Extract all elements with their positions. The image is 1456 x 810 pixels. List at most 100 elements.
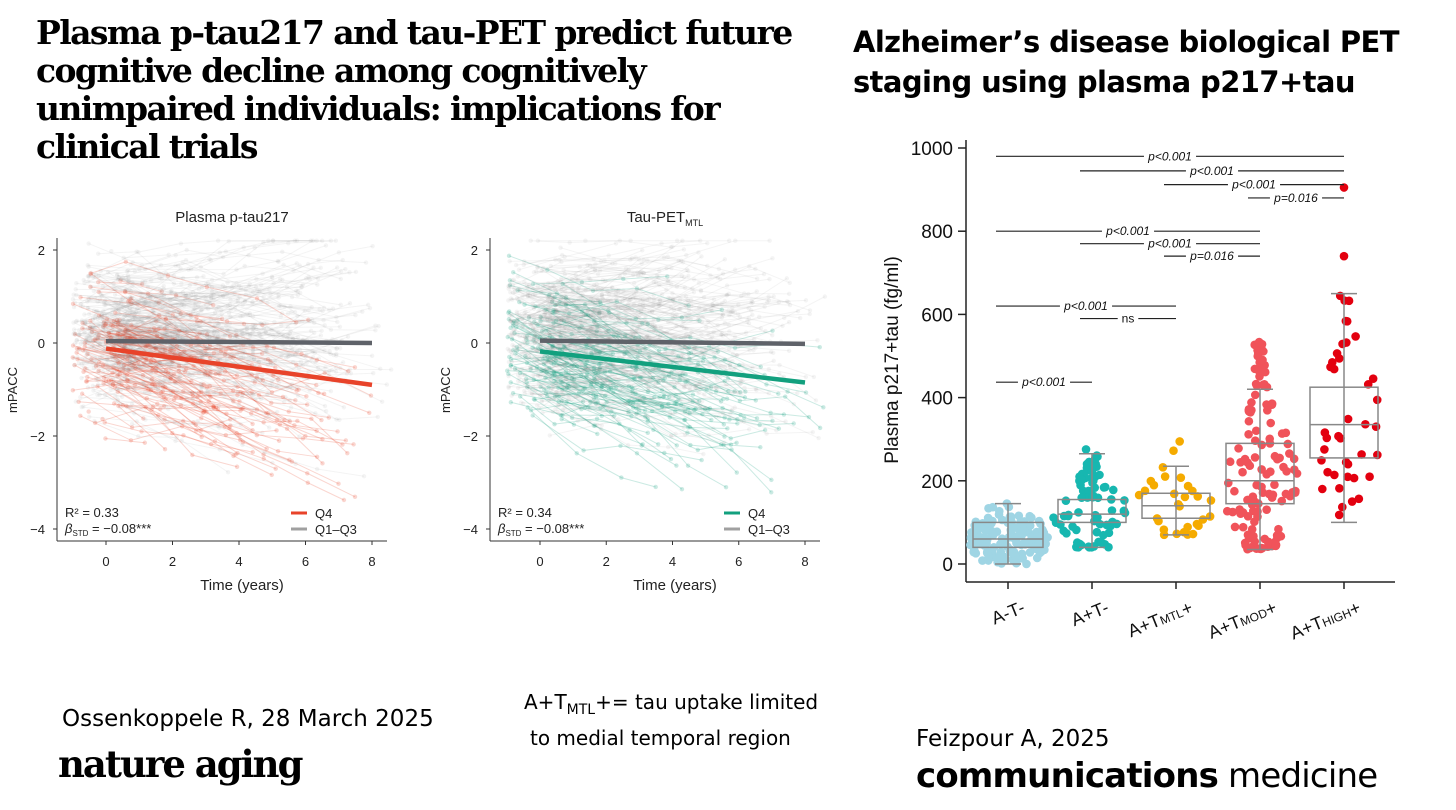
trajectory-point: [322, 403, 328, 409]
trajectory-point: [228, 297, 233, 303]
trajectory-point: [271, 281, 276, 286]
trajectory-point: [215, 315, 220, 320]
y-tick-label: −2: [463, 429, 478, 444]
trajectory: [96, 329, 137, 335]
trajectory-point: [162, 447, 168, 452]
data-point: [1068, 522, 1077, 531]
trajectory-point: [147, 328, 152, 333]
trajectory-point: [309, 317, 315, 322]
trajectory-point: [173, 379, 178, 384]
trajectory-point: [295, 349, 300, 354]
trajectory-point: [250, 421, 255, 427]
trajectory-point: [681, 247, 687, 252]
trajectory-point: [193, 307, 198, 312]
trajectory: [80, 296, 223, 320]
trajectory-point: [121, 303, 126, 309]
trajectory: [75, 288, 127, 291]
trajectory-point: [118, 366, 123, 371]
trajectory-point: [71, 292, 76, 297]
trajectory-point: [132, 335, 137, 340]
trajectory-point: [122, 344, 127, 349]
trajectory-point: [117, 380, 122, 385]
trajectory: [85, 338, 166, 378]
trajectory-point: [683, 294, 689, 299]
trajectory-point: [145, 334, 150, 339]
trajectory-point: [525, 405, 530, 410]
trajectory-point: [696, 250, 701, 255]
trajectory-point: [228, 355, 233, 360]
trajectory-point: [299, 351, 304, 357]
trajectory-point: [310, 238, 316, 243]
trajectory: [81, 271, 357, 323]
trajectory-point: [274, 428, 279, 433]
trajectory-point: [258, 321, 263, 326]
data-point: [1279, 462, 1288, 472]
trajectory-point: [508, 296, 514, 301]
trajectory: [106, 380, 267, 450]
trajectory-point: [129, 314, 134, 319]
trajectory: [130, 264, 369, 311]
x-tick-label: 8: [801, 554, 808, 569]
trajectory-point: [558, 245, 563, 250]
trajectory-point: [86, 345, 91, 350]
trajectory-point: [220, 283, 226, 288]
trajectory-point: [574, 451, 579, 456]
legend-label: Q1–Q3: [315, 522, 357, 537]
trajectory-point: [130, 260, 135, 265]
trajectory: [126, 290, 298, 308]
trajectory-point: [85, 375, 90, 380]
trajectory-point: [207, 370, 212, 375]
trajectory-point: [115, 352, 120, 357]
trajectory-point: [672, 300, 677, 305]
trajectory-point: [76, 332, 81, 338]
trajectory-point: [95, 316, 101, 321]
trajectory-point: [181, 347, 186, 352]
trajectory-point: [173, 253, 178, 258]
trajectory: [83, 279, 250, 316]
trajectory-point: [646, 385, 651, 390]
trajectory-point: [239, 406, 244, 412]
trajectory: [127, 245, 327, 272]
trajectory-point: [190, 309, 196, 314]
trajectory-point: [163, 385, 168, 390]
trajectory: [123, 372, 262, 400]
trajectory-point: [235, 299, 240, 305]
trajectory: [98, 281, 143, 285]
trajectory: [127, 302, 309, 323]
trajectory-point: [239, 329, 245, 335]
trajectory: [113, 383, 318, 458]
trajectory: [84, 355, 232, 369]
trajectory-point: [657, 268, 662, 273]
trajectory-point: [546, 385, 551, 390]
trajectory-point: [322, 323, 327, 328]
trajectory-point: [348, 371, 354, 376]
trajectory-point: [181, 367, 186, 373]
trajectory-point: [86, 296, 91, 301]
trajectory-point: [106, 330, 111, 336]
trajectory-point: [254, 375, 260, 380]
trajectory-point: [692, 345, 697, 351]
trajectory-point: [305, 480, 311, 485]
trajectory-point: [141, 416, 146, 421]
trajectory-point: [766, 390, 772, 396]
trajectory-point: [320, 437, 325, 442]
trajectory-point: [184, 361, 189, 367]
trajectory: [89, 259, 343, 338]
trajectory-point: [315, 282, 320, 287]
trajectory-point: [207, 343, 213, 349]
trajectory-point: [161, 384, 166, 390]
trajectory-point: [168, 347, 173, 352]
trajectory: [117, 375, 202, 438]
trajectory-point: [240, 442, 245, 448]
trajectory-point: [195, 418, 200, 424]
trajectory-point: [109, 327, 115, 333]
beta-subscript: STD: [72, 529, 88, 538]
trajectory-point: [201, 408, 207, 413]
trajectory-point: [552, 378, 557, 384]
trajectory-point: [224, 323, 229, 329]
trajectory-point: [723, 484, 729, 490]
legend-label: Q1–Q3: [748, 522, 790, 537]
trajectory-point: [550, 297, 555, 303]
trajectory-point: [194, 428, 199, 433]
